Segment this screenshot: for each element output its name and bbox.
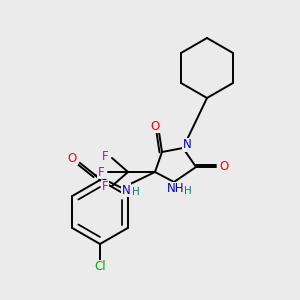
- Text: H: H: [132, 187, 140, 197]
- Text: F: F: [102, 181, 108, 194]
- Text: H: H: [184, 186, 192, 196]
- Text: N: N: [183, 139, 191, 152]
- Text: NH: NH: [167, 182, 185, 196]
- Text: N: N: [122, 184, 130, 196]
- Text: F: F: [98, 166, 104, 178]
- Text: O: O: [150, 119, 160, 133]
- Text: O: O: [219, 160, 229, 173]
- Text: F: F: [102, 151, 108, 164]
- Text: Cl: Cl: [94, 260, 106, 274]
- Text: O: O: [68, 152, 76, 164]
